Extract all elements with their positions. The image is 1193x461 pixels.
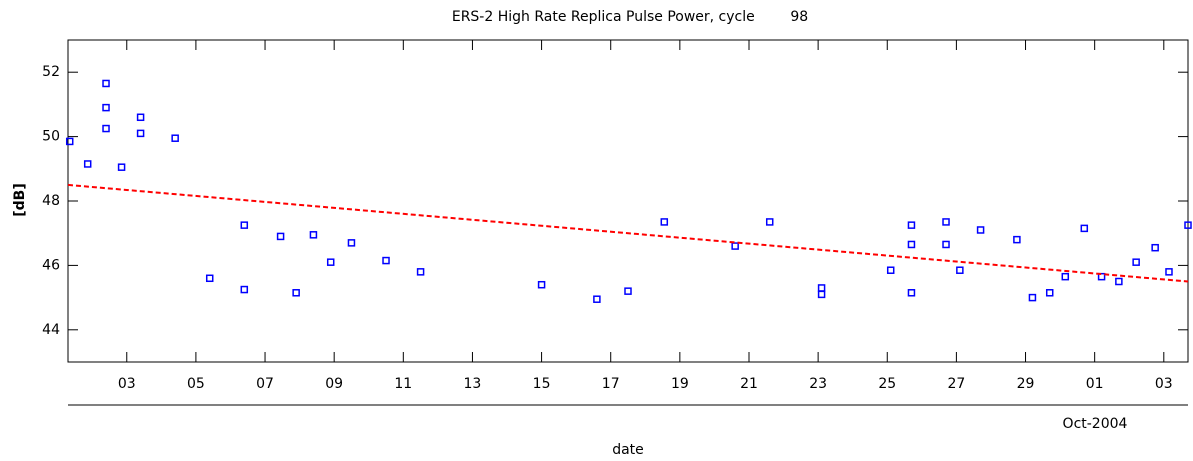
- y-tick-label: 50: [42, 129, 60, 145]
- data-point: [292, 289, 300, 297]
- data-point: [1132, 258, 1140, 266]
- data-point: [240, 285, 249, 294]
- data-point: [1013, 235, 1021, 244]
- x-tick-label: 11: [394, 376, 412, 392]
- data-point: [817, 290, 826, 299]
- data-point: [593, 295, 601, 303]
- y-tick-label: 46: [42, 257, 60, 273]
- data-point: [83, 160, 92, 168]
- data-point: [956, 266, 964, 274]
- data-point: [102, 79, 110, 88]
- data-point: [1151, 243, 1159, 252]
- data-point: [171, 134, 179, 142]
- data-point: [205, 274, 214, 283]
- data-point: [660, 218, 669, 226]
- data-point: [136, 113, 145, 122]
- date-annotation: Oct-2004: [1063, 416, 1128, 432]
- data-point: [1045, 289, 1054, 297]
- x-tick-label: 27: [947, 376, 965, 392]
- data-point: [817, 284, 826, 292]
- x-tick-label: 05: [187, 376, 205, 392]
- data-point: [907, 221, 916, 229]
- x-tick-label: 07: [256, 376, 274, 392]
- data-point: [765, 218, 774, 226]
- data-point: [136, 129, 145, 138]
- data-point: [309, 231, 318, 239]
- data-point: [942, 218, 950, 226]
- data-point: [347, 239, 356, 247]
- data-point: [1080, 224, 1089, 233]
- x-tick-label: 25: [878, 376, 896, 392]
- data-point: [907, 289, 916, 297]
- x-tick-label: 01: [1086, 376, 1104, 392]
- data-point: [907, 240, 916, 249]
- x-axis-label: date: [612, 442, 644, 458]
- x-tick-label: 15: [533, 376, 551, 392]
- y-tick-label: 52: [42, 64, 60, 80]
- data-point: [1028, 293, 1037, 302]
- data-point: [1184, 221, 1192, 229]
- data-point: [537, 280, 546, 289]
- plot-frame: [67, 39, 1189, 363]
- trend-line: [67, 183, 1189, 283]
- y-tick-label: 48: [42, 193, 60, 209]
- data-point: [976, 226, 985, 234]
- data-point: [942, 240, 950, 249]
- data-point: [886, 266, 895, 274]
- chart-title: ERS-2 High Rate Replica Pulse Power, cyc…: [452, 9, 808, 25]
- data-point: [65, 137, 74, 146]
- data-point: [1115, 277, 1123, 286]
- x-tick-label: 29: [1017, 376, 1035, 392]
- data-point: [240, 221, 249, 229]
- x-tick-label: 17: [602, 376, 620, 392]
- data-point: [731, 242, 739, 250]
- y-axis-label: [dB]: [12, 183, 28, 217]
- x-tick-label: 13: [464, 376, 482, 392]
- x-tick-label: 03: [118, 376, 136, 392]
- data-point: [624, 287, 632, 295]
- data-point: [276, 232, 285, 241]
- x-tick-label: 23: [809, 376, 827, 392]
- data-point: [102, 124, 110, 133]
- y-tick-label: 44: [42, 322, 60, 338]
- data-point: [1165, 268, 1173, 276]
- data-point: [416, 268, 425, 276]
- data-point: [382, 256, 390, 265]
- data-point: [1097, 272, 1106, 281]
- data-point: [102, 103, 110, 112]
- x-tick-label: 09: [325, 376, 343, 392]
- data-point: [1061, 272, 1070, 281]
- data-point: [326, 258, 335, 266]
- data-point: [117, 163, 126, 171]
- x-tick-label: 19: [671, 376, 689, 392]
- x-tick-label: 03: [1155, 376, 1173, 392]
- x-tick-label: 21: [740, 376, 758, 392]
